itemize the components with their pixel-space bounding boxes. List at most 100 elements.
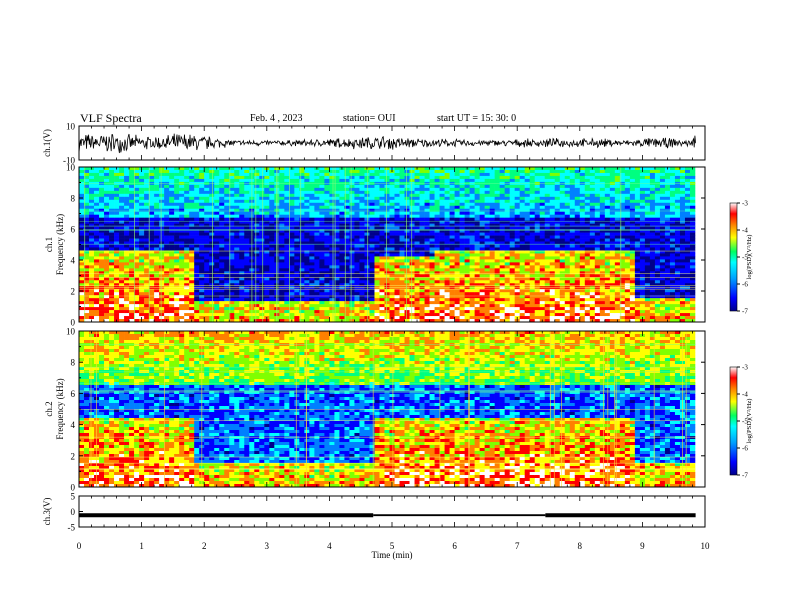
spectrogram-cell <box>154 223 160 227</box>
spectrogram-cell <box>439 259 445 263</box>
spectrogram-cell <box>449 229 455 233</box>
spectrogram-cell <box>434 172 440 177</box>
spectrogram-cell <box>469 319 475 323</box>
spectrogram-cell <box>284 196 290 201</box>
spectrogram-cell <box>199 217 205 221</box>
spectrogram-cell <box>324 202 330 207</box>
spectrogram-cell <box>519 271 526 275</box>
spectrogram-cell <box>94 223 100 227</box>
spectrogram-cell <box>109 283 115 287</box>
spectrogram-cell <box>444 199 450 204</box>
spectrogram-cell <box>289 313 295 317</box>
spectrogram-cell <box>349 205 355 210</box>
spectrogram-cell <box>514 226 521 230</box>
spectrogram-cell <box>419 316 425 320</box>
spectrogram-cell <box>94 184 100 189</box>
spectrogram-cell <box>394 167 400 171</box>
spectrogram-cell <box>299 295 305 299</box>
spectrogram-cell <box>209 262 215 266</box>
spectrogram-cell <box>414 172 420 177</box>
spectrogram-cell <box>219 235 225 239</box>
spectrogram-cell <box>294 232 300 236</box>
spectrogram-cell <box>279 202 285 207</box>
spectrogram-cell <box>364 277 370 281</box>
spectrogram-cell <box>209 175 215 180</box>
spectrogram-cell <box>239 199 245 204</box>
spectrogram-cell <box>174 190 180 195</box>
spectrogram-cell <box>509 190 515 195</box>
spectrogram-cell <box>189 241 195 245</box>
spectrogram-cell <box>254 211 260 215</box>
spectrogram-cell <box>149 169 155 174</box>
spectrogram-cell <box>384 295 390 299</box>
spectrogram-cell <box>329 253 335 257</box>
spectrogram-cell <box>364 274 370 278</box>
spectrogram-cell <box>444 184 450 189</box>
spectrogram-cell <box>444 304 450 308</box>
spectrogram-cell <box>109 169 115 174</box>
spectrogram-cell <box>404 295 410 299</box>
spectrogram-cell <box>524 301 531 305</box>
spectrogram-cell <box>504 199 510 204</box>
spectrogram-cell <box>539 193 546 198</box>
spectrogram-cell <box>289 247 295 251</box>
spectrogram-cell <box>454 292 460 296</box>
spectrogram-cell <box>409 172 415 177</box>
spectrogram-cell <box>144 295 150 299</box>
spectrogram-cell <box>544 283 551 287</box>
spectrogram-cell <box>509 280 515 284</box>
spectrogram-cell <box>334 205 340 210</box>
spectrogram-cell <box>269 211 275 215</box>
spectrogram-cell <box>429 253 435 257</box>
spectrogram-cell <box>459 187 465 192</box>
spectrogram-cell <box>294 190 300 195</box>
spectrogram-cell <box>179 172 185 177</box>
spectrogram-cell <box>209 283 215 287</box>
spectrogram-cell <box>519 274 526 278</box>
spectrogram-cell <box>404 265 410 269</box>
spectrogram-cell <box>154 226 160 230</box>
spectrogram-cell <box>484 271 490 275</box>
spectrogram-cell <box>514 307 521 311</box>
spectrogram-cell <box>139 202 145 207</box>
spectrogram-cell <box>174 313 180 317</box>
spectrogram-cell <box>304 271 310 275</box>
spectrogram-cell <box>109 268 115 272</box>
spectrogram-cell <box>514 310 521 314</box>
spectrogram-cell <box>449 310 455 314</box>
spectrogram-cell <box>244 277 250 281</box>
spectrogram-cell <box>534 220 541 224</box>
spectrogram-cell <box>504 214 510 218</box>
spectrogram-cell <box>539 277 546 281</box>
spectrogram-cell <box>214 238 220 242</box>
spectrogram-cell <box>154 208 160 213</box>
spectrogram-cell <box>294 259 300 263</box>
spectrogram-cell <box>199 295 205 299</box>
spectrogram-cell <box>84 265 90 269</box>
spectrogram-cell <box>394 292 400 296</box>
spectrogram-cell <box>319 253 325 257</box>
spectrogram-cell <box>369 223 375 227</box>
spectrogram-cell <box>399 193 405 198</box>
spectrogram-cell <box>134 205 140 210</box>
spectrogram-cell <box>544 298 551 302</box>
spectrogram-cell <box>429 265 435 269</box>
spectrogram-cell <box>194 175 200 180</box>
spectrogram-cell <box>159 313 165 317</box>
spectrogram-cell <box>299 220 305 224</box>
spectrogram-cell <box>389 232 395 236</box>
spectrogram-cell <box>109 274 115 278</box>
spectrogram-cell <box>234 232 240 236</box>
spectrogram-cell <box>384 244 390 248</box>
spectrogram-cell <box>359 202 365 207</box>
spectrogram-cell <box>474 298 480 302</box>
spectrogram-cell <box>499 229 505 233</box>
spectrogram-cell <box>229 265 235 269</box>
spectrogram-cell <box>464 196 470 201</box>
spectrogram-cell <box>159 259 165 263</box>
spectrogram-cell <box>99 184 105 189</box>
spectrogram-cell <box>484 196 490 201</box>
spectrogram-cell <box>404 235 410 239</box>
spectrogram-cell <box>164 226 170 230</box>
spectrogram-cell <box>284 274 290 278</box>
